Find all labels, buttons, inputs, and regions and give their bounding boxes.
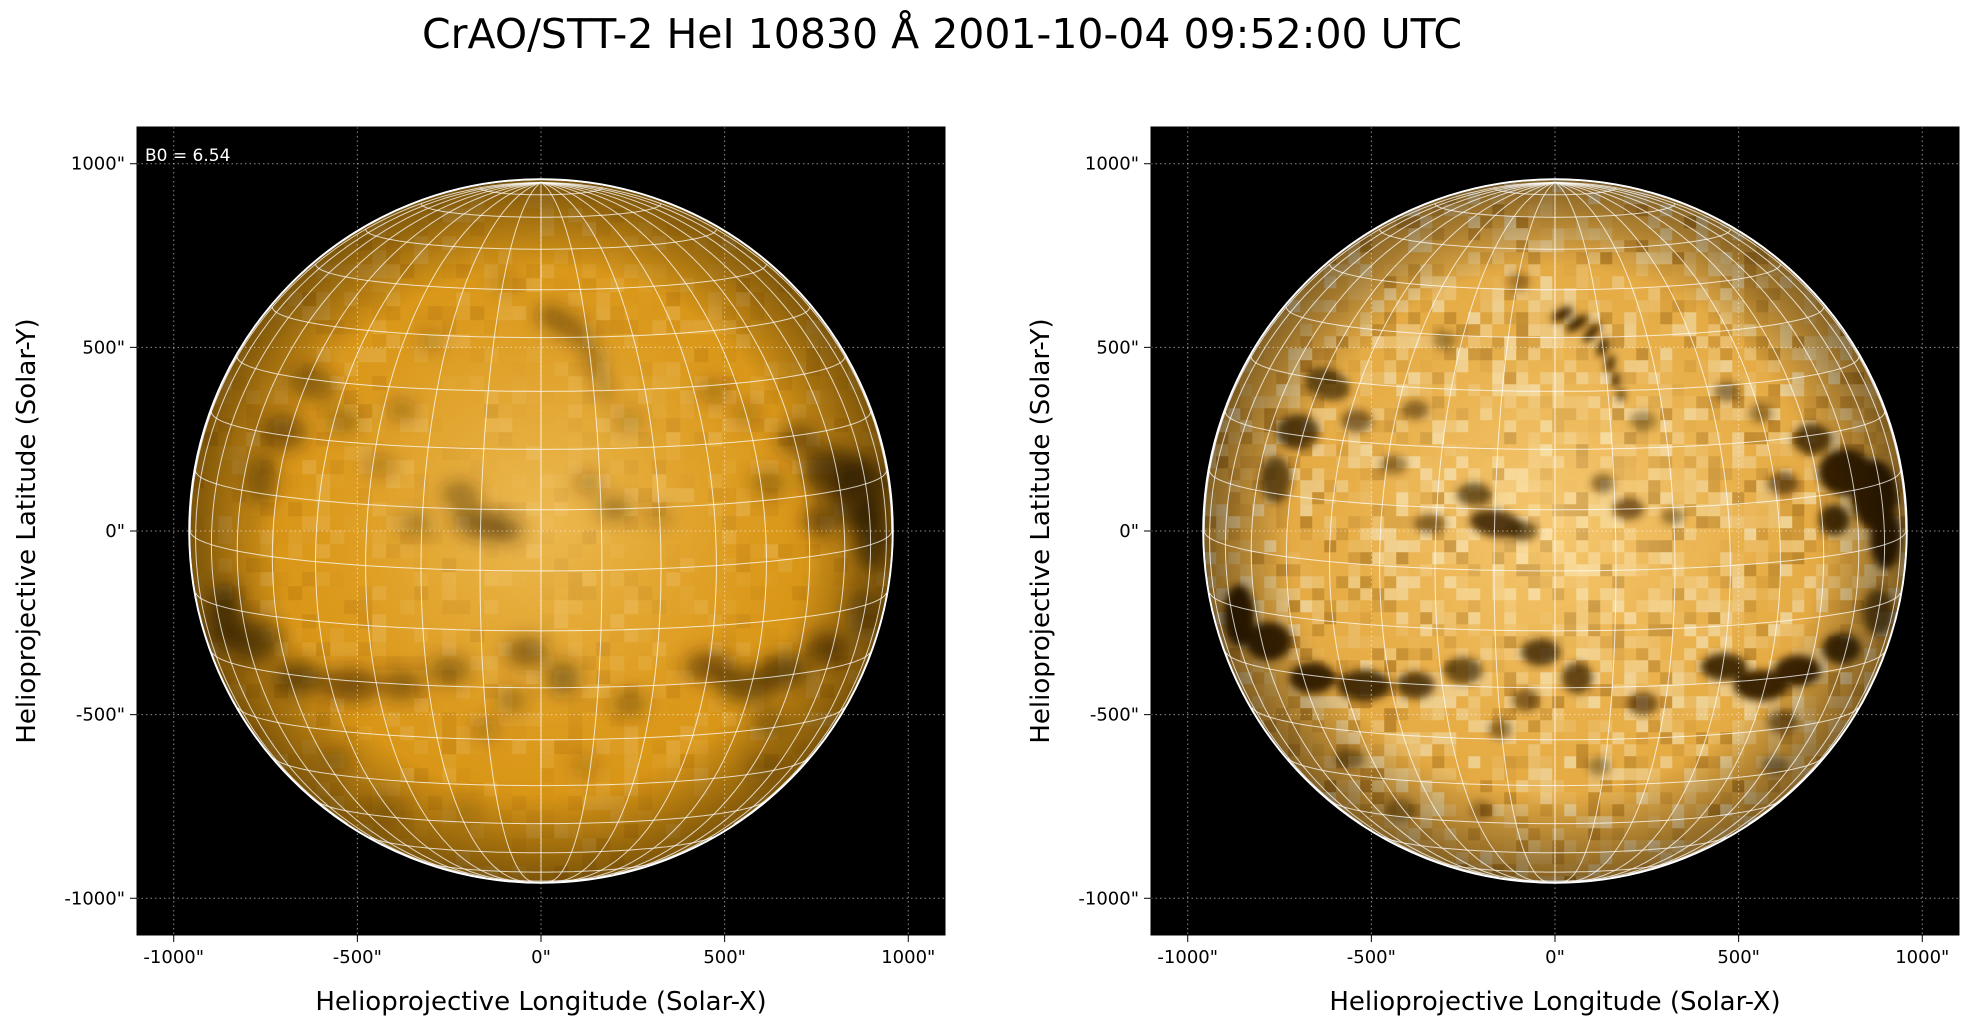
y-tick-label: -1000" xyxy=(64,888,125,909)
grid-longitude-line xyxy=(236,182,542,875)
grid-longitude-line xyxy=(1554,182,1825,878)
x-tick-label: -1000" xyxy=(143,947,204,968)
grid-longitude-line xyxy=(540,182,872,864)
x-axis-label: Helioprojective Longitude (Solar-X) xyxy=(1329,987,1780,1017)
grid-longitude-line xyxy=(420,182,542,882)
grid-longitude-line xyxy=(1285,182,1556,878)
grid-longitude-line xyxy=(195,182,542,825)
grid-longitude-line xyxy=(479,182,542,882)
grid-longitude-line xyxy=(1554,182,1860,875)
x-tick-label: 1000" xyxy=(881,947,935,968)
solar-limb xyxy=(1202,178,1908,884)
x-tick-label: 0" xyxy=(531,947,551,968)
y-axis-label: Helioprojective Latitude (Solar-Y) xyxy=(1026,318,1056,743)
grid-longitude-line xyxy=(540,182,893,532)
b0-annotation: B0 = 6.54 xyxy=(145,146,230,166)
grid-longitude-line xyxy=(1328,182,1556,880)
grid-longitude-line xyxy=(1493,182,1556,882)
x-tick-label: -500" xyxy=(333,947,382,968)
grid-longitude-line xyxy=(540,182,887,825)
grid-longitude-line xyxy=(365,182,542,882)
x-tick-label: 1000" xyxy=(1895,947,1949,968)
solar-limb xyxy=(188,178,894,884)
grid-longitude-line xyxy=(314,182,542,880)
y-tick-label: 500" xyxy=(82,337,125,358)
x-tick-label: -1000" xyxy=(1157,947,1218,968)
grid-longitude-line xyxy=(1554,182,1907,532)
figure-title: CrAO/STT-2 HeI 10830 Å 2001-10-04 09:52:… xyxy=(422,10,1462,58)
grid-longitude-line xyxy=(210,182,542,864)
x-tick-label: 0" xyxy=(1545,947,1565,968)
grid-longitude-line xyxy=(1203,182,1556,532)
grid-longitude-line xyxy=(1224,182,1556,864)
grid-longitude-line xyxy=(1250,182,1556,875)
grid-longitude-line xyxy=(540,182,846,875)
y-tick-label: 500" xyxy=(1096,337,1139,358)
grid-longitude-line xyxy=(1554,182,1731,882)
y-tick-label: 0" xyxy=(105,521,125,542)
grid-longitude-line xyxy=(1554,182,1886,864)
panel-left: -1000" 1000" -500" 500" 0" 0" 500" -500" 1000" -1… xyxy=(12,126,946,1017)
x-axis-label: Helioprojective Longitude (Solar-X) xyxy=(315,987,766,1017)
x-tick-label: -500" xyxy=(1347,947,1396,968)
grid-longitude-line xyxy=(271,182,542,878)
y-tick-label: -1000" xyxy=(1078,888,1139,909)
y-axis-label: Helioprojective Latitude (Solar-Y) xyxy=(12,318,42,743)
y-tick-label: 1000" xyxy=(71,154,125,175)
grid-longitude-line xyxy=(1379,182,1556,882)
x-tick-label: 500" xyxy=(1717,947,1760,968)
grid-longitude-line xyxy=(189,182,542,532)
grid-longitude-line xyxy=(1554,182,1676,882)
grid-longitude-line xyxy=(540,182,811,878)
grid-longitude-line xyxy=(1434,182,1556,882)
grid-longitude-line xyxy=(1554,182,1617,882)
grid-longitude-line xyxy=(540,182,603,882)
grid-longitude-line xyxy=(1554,182,1901,825)
x-tick-label: 500" xyxy=(703,947,746,968)
y-tick-label: -500" xyxy=(1090,705,1139,726)
y-tick-label: 0" xyxy=(1119,521,1139,542)
y-tick-label: -500" xyxy=(76,705,125,726)
panel-right: -1000" 1000" -500" 500" 0" 0" 500" -500" 1000" -1… xyxy=(1026,126,1960,1017)
grid-longitude-line xyxy=(1209,182,1556,825)
grid-longitude-line xyxy=(540,182,768,880)
grid-longitude-line xyxy=(1554,182,1782,880)
grid-longitude-line xyxy=(540,182,717,882)
y-tick-label: 1000" xyxy=(1085,154,1139,175)
grid-longitude-line xyxy=(540,182,662,882)
